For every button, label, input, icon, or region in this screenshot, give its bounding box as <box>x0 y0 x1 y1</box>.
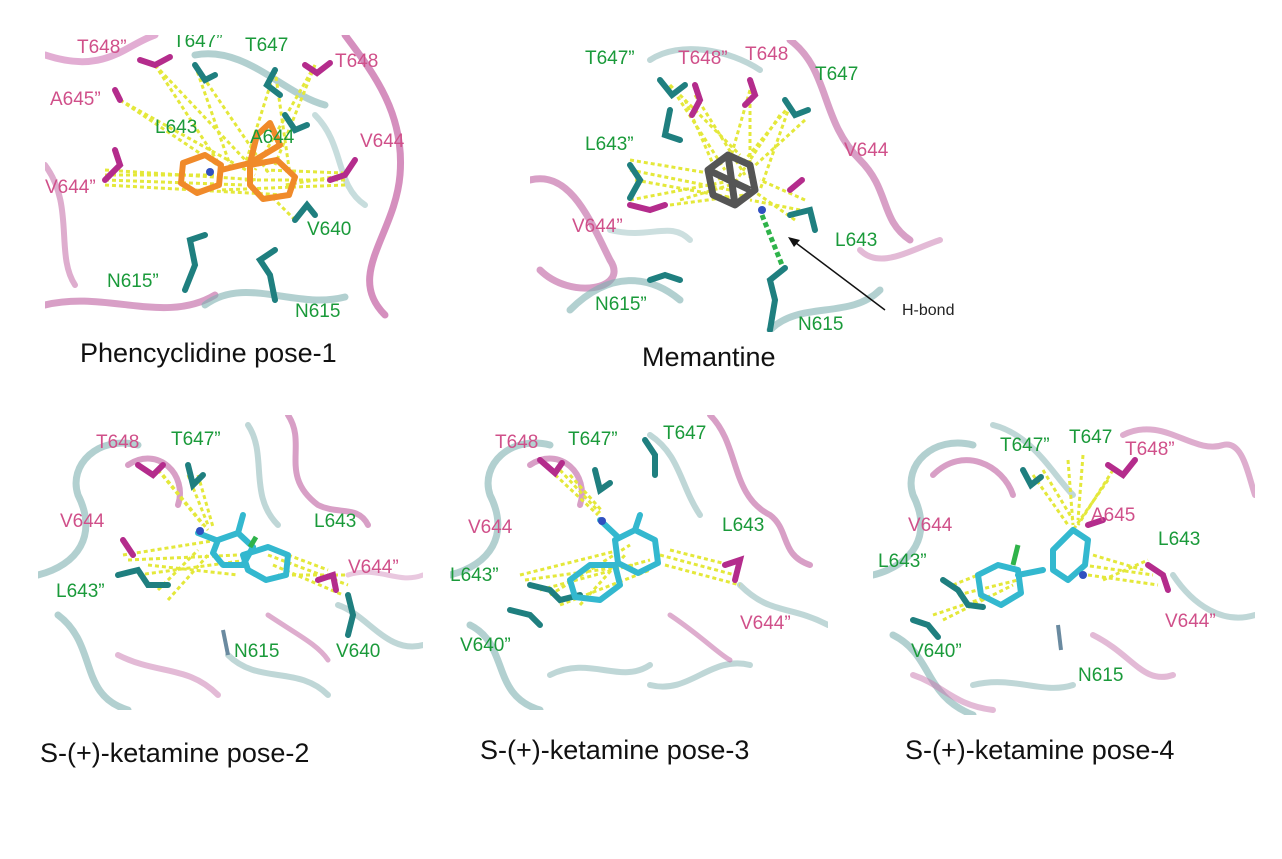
label-v640: V640 <box>336 641 380 662</box>
label-n615pp: N615” <box>107 271 159 292</box>
teal-residues <box>182 62 318 303</box>
label-t647pp: T647” <box>173 35 223 52</box>
caption-phencyclidine-pose-1: Phencyclidine pose-1 <box>80 338 337 368</box>
caption-ketamine-pose-4: S-(+)-ketamine pose-4 <box>905 735 1175 765</box>
label-l643: L643 <box>314 511 356 532</box>
label-l643pp: L643” <box>450 565 499 586</box>
label-t647: T647 <box>245 35 288 56</box>
panel-phencyclidine-pose-1: T648” T647” T647 T648 A645” L643 A644 V6… <box>45 35 411 320</box>
caption-ketamine-pose-3: S-(+)-ketamine pose-3 <box>480 735 750 765</box>
label-l643: L643 <box>1158 529 1200 550</box>
label-t648pp: T648” <box>1125 439 1175 460</box>
label-l643: L643 <box>155 117 197 138</box>
n615-stick <box>1056 624 1063 651</box>
hbond-line <box>759 214 785 266</box>
contact-lines <box>104 63 346 222</box>
label-t647pp: T647” <box>171 429 221 450</box>
magenta-residues <box>537 457 745 583</box>
label-t647: T647 <box>663 423 706 444</box>
label-t648: T648 <box>96 432 139 453</box>
contact-lines <box>519 468 741 607</box>
label-a645: A645 <box>1091 505 1135 526</box>
label-l643pp: L643” <box>56 581 105 602</box>
backbone-ribbons <box>450 415 828 710</box>
label-t648pp: T648” <box>77 37 127 58</box>
structure-phencyclidine: T648” T647” T647 T648 A645” L643 A644 V6… <box>45 35 405 320</box>
caption-ketamine-pose-2: S-(+)-ketamine pose-2 <box>40 738 310 768</box>
structure-memantine: H-bond T647” T648” T648 T647 L643” V644 … <box>530 40 954 332</box>
teal-residues <box>627 77 818 332</box>
label-n615: N615 <box>1078 665 1123 686</box>
label-v640: V640 <box>307 219 351 240</box>
label-l643pp: L643” <box>585 134 634 155</box>
backbone-ribbons <box>530 40 943 332</box>
teal-residues <box>507 437 658 628</box>
label-t647pp: T647” <box>568 429 618 450</box>
panel-ketamine-pose-4: T647” T647 T648” V644 A645 L643” L643 V6… <box>873 415 1255 715</box>
caption-memantine: Memantine <box>642 342 776 372</box>
label-v644pp: V644” <box>1165 611 1216 632</box>
teal-residues <box>910 467 1044 640</box>
label-v644: V644 <box>60 511 105 532</box>
label-v644pp: V644” <box>45 177 96 198</box>
nitrogen-atom <box>206 168 214 176</box>
label-t648: T648 <box>495 432 538 453</box>
nitrogen-atom <box>598 517 606 525</box>
label-t647: T647 <box>1069 427 1112 448</box>
label-t648: T648 <box>745 44 788 65</box>
label-n615: N615 <box>234 641 279 662</box>
label-n615pp: N615” <box>595 294 647 315</box>
label-v644: V644 <box>468 517 513 538</box>
backbone-ribbons <box>873 422 1255 715</box>
teal-residues <box>115 462 357 638</box>
ligand-memantine <box>704 151 759 209</box>
backbone-ribbons <box>38 415 423 710</box>
nitrogen-atom <box>1079 571 1087 579</box>
chlorine-atom <box>1010 544 1021 566</box>
label-v644pp: V644” <box>572 216 623 237</box>
label-v644: V644 <box>844 140 889 161</box>
structure-ketamine-pose-2: T648 T647” V644 L643 L643” V644” N615 V6… <box>38 415 423 710</box>
magenta-residues <box>1085 457 1171 593</box>
hbond-annotation: H-bond <box>902 302 954 319</box>
label-a644: A644 <box>250 127 295 148</box>
ligand-ketamine <box>567 512 661 603</box>
label-l643pp: L643” <box>878 551 927 572</box>
panel-ketamine-pose-3: T648 T647” T647 V644 L643 L643” V640” V6… <box>450 415 828 710</box>
nitrogen-atom <box>758 206 766 214</box>
hbond-arrow-line <box>791 239 886 311</box>
magenta-residues <box>102 54 358 183</box>
label-t648pp: T648” <box>678 48 728 69</box>
contact-lines <box>932 454 1159 622</box>
panel-ketamine-pose-2: T648 T647” V644 L643 L643” V644” N615 V6… <box>38 415 423 710</box>
label-v644pp: V644” <box>740 613 791 634</box>
label-l643: L643 <box>835 230 877 251</box>
label-n615: N615 <box>798 314 843 332</box>
structure-ketamine-pose-3: T648 T647” T647 V644 L643 L643” V640” V6… <box>450 415 828 710</box>
label-v644: V644 <box>908 515 953 536</box>
magenta-residues <box>120 462 339 593</box>
hbond-arrow-head <box>788 237 800 247</box>
n615-stick <box>221 629 230 656</box>
label-v640pp: V640” <box>460 635 511 656</box>
label-l643: L643 <box>722 515 764 536</box>
magenta-residues <box>627 77 805 214</box>
ligand-ketamine <box>975 527 1091 608</box>
label-t647: T647 <box>815 64 858 85</box>
chlorine-atom <box>247 535 259 549</box>
panel-memantine: H-bond T647” T648” T648 T647 L643” V644 … <box>530 40 990 332</box>
label-t647pp: T647” <box>585 48 635 69</box>
label-t648: T648 <box>335 51 378 72</box>
structure-ketamine-pose-4: T647” T647 T648” V644 A645 L643” L643 V6… <box>873 422 1255 715</box>
label-v640pp: V640” <box>911 641 962 662</box>
ligand-phencyclidine <box>178 120 298 202</box>
label-n615: N615 <box>295 301 340 320</box>
label-t647pp: T647” <box>1000 435 1050 456</box>
label-v644: V644 <box>360 131 405 152</box>
label-a645pp: A645” <box>50 89 101 110</box>
nitrogen-atom <box>196 527 204 535</box>
label-v644pp: V644” <box>348 557 399 578</box>
